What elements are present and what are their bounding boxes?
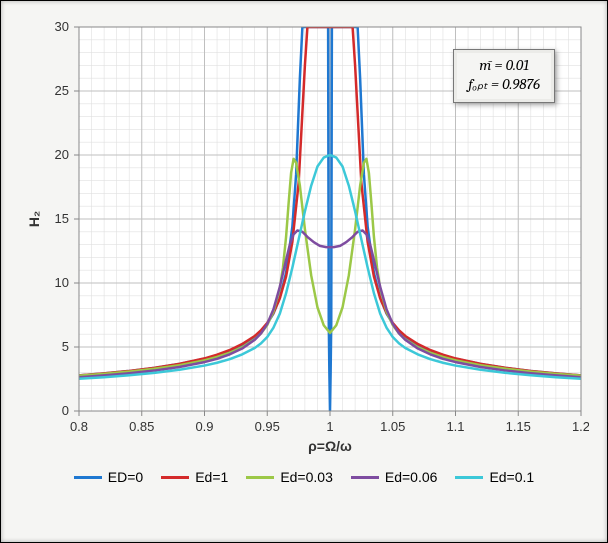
svg-text:ρ=Ω/ω: ρ=Ω/ω xyxy=(308,438,352,454)
annotation-box: m̄ = 0.01 fₒₚₜ = 0.9876 xyxy=(453,49,555,103)
svg-text:0.9: 0.9 xyxy=(195,419,213,434)
legend: ED=0 Ed=1 Ed=0.03 Ed=0.06 Ed=0.1 xyxy=(21,469,587,485)
svg-text:0.85: 0.85 xyxy=(129,419,154,434)
legend-item: Ed=0.06 xyxy=(351,469,438,485)
legend-item: ED=0 xyxy=(74,469,143,485)
svg-text:1.05: 1.05 xyxy=(380,419,405,434)
chart-frame: 0.8 0.85 0.9 0.95 1 1.05 1.1 1.15 1.2 0 5 10 15 20 25 3… xyxy=(0,0,608,543)
svg-text:H₂: H₂ xyxy=(26,211,42,227)
legend-label: Ed=0.06 xyxy=(385,469,438,485)
svg-text:30: 30 xyxy=(55,19,69,34)
svg-text:20: 20 xyxy=(55,147,69,162)
legend-swatch xyxy=(246,476,274,479)
legend-item: Ed=1 xyxy=(161,469,228,485)
svg-text:1.1: 1.1 xyxy=(446,419,464,434)
annotation-line-2: fₒₚₜ = 0.9876 xyxy=(468,75,540,94)
svg-text:5: 5 xyxy=(62,339,69,354)
legend-label: ED=0 xyxy=(108,469,143,485)
legend-label: Ed=0.1 xyxy=(489,469,534,485)
legend-label: Ed=1 xyxy=(195,469,228,485)
legend-swatch xyxy=(455,476,483,479)
svg-text:1: 1 xyxy=(326,419,333,434)
svg-text:1.2: 1.2 xyxy=(572,419,589,434)
svg-text:0.8: 0.8 xyxy=(70,419,88,434)
legend-swatch xyxy=(161,476,189,479)
legend-label: Ed=0.03 xyxy=(280,469,333,485)
svg-text:25: 25 xyxy=(55,83,69,98)
svg-text:15: 15 xyxy=(55,211,69,226)
svg-text:10: 10 xyxy=(55,275,69,290)
chart-plot: 0.8 0.85 0.9 0.95 1 1.05 1.1 1.15 1.2 0 5 10 15 20 25 3… xyxy=(21,19,587,459)
svg-text:1.15: 1.15 xyxy=(506,419,531,434)
legend-swatch xyxy=(74,476,102,479)
svg-text:0.95: 0.95 xyxy=(255,419,280,434)
legend-swatch xyxy=(351,476,379,479)
legend-item: Ed=0.1 xyxy=(455,469,534,485)
svg-text:0: 0 xyxy=(62,403,69,418)
annotation-line-1: m̄ = 0.01 xyxy=(468,56,540,75)
legend-item: Ed=0.03 xyxy=(246,469,333,485)
